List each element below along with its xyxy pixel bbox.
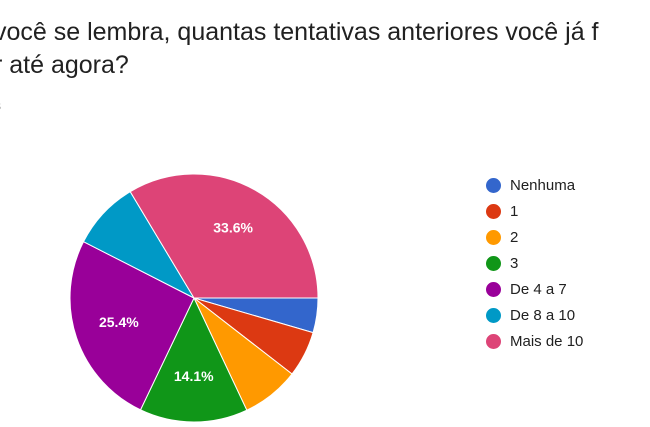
slice-data-label-6: 33.6% [213,220,253,236]
legend-label: Nenhuma [510,176,576,194]
legend-swatch-icon [486,203,501,219]
legend-label: 1 [510,202,519,220]
legend-item-1: 1 [486,198,583,224]
pie-slice-3 [139,296,248,423]
slice-data-label-3: 14.1% [174,368,214,384]
response-count: s [0,97,1,113]
legend-label: 2 [510,228,519,246]
legend-swatch-icon [486,307,501,323]
question-title: você se lembra, quantas tentativas anter… [0,18,599,79]
legend-label: De 4 a 7 [510,280,567,298]
pie-slice-6 [129,173,319,299]
legend-label: De 8 a 10 [510,306,576,324]
slice-data-label-4: 25.4% [99,314,139,330]
legend-item-3: 3 [486,250,583,276]
legend-item-0: Nenhuma [486,172,583,198]
pie-slice-4 [69,241,195,411]
legend-swatch-icon [486,177,501,193]
legend-item-4: De 4 a 7 [486,276,583,302]
legend-swatch-icon [486,333,501,349]
legend-item-5: De 8 a 10 [486,302,583,328]
legend-label: 3 [510,254,519,272]
legend-swatch-icon [486,229,501,245]
legend-item-6: Mais de 10 [486,328,583,354]
legend-item-2: 2 [486,224,583,250]
legend-label: Mais de 10 [510,332,584,350]
legend-swatch-icon [486,255,501,271]
legend-swatch-icon [486,281,501,297]
chart-legend: Nenhuma 1 2 3 De 4 a 7 De 8 a 10 Mais de 10 [486,172,583,354]
